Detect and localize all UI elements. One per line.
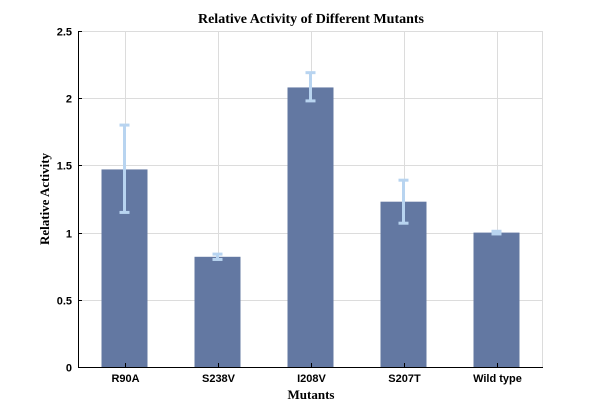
bar-i208v — [287, 87, 334, 367]
x-tick-label: S238V — [202, 373, 236, 385]
error-bar — [212, 252, 223, 261]
y-tick-label: 2.5 — [57, 27, 72, 39]
x-axis-label: Mutants — [288, 387, 335, 402]
error-bars — [119, 71, 502, 261]
error-bar — [305, 71, 316, 103]
axes — [78, 31, 543, 368]
bar-s238v — [194, 256, 241, 367]
chart-title: Relative Activity of Different Mutants — [198, 12, 425, 27]
bar-s207t — [380, 201, 427, 367]
y-tick-label: 2 — [66, 94, 72, 106]
y-axis-label: Relative Activity — [37, 152, 52, 245]
error-bar — [398, 178, 409, 225]
y-tick-label: 1 — [66, 229, 72, 241]
y-tick-label: 0 — [66, 363, 72, 375]
error-bar — [119, 123, 130, 214]
bar-wild-type — [473, 232, 520, 367]
y-tick-label: 0.5 — [57, 296, 72, 308]
x-tick-label: Wild type — [473, 373, 522, 385]
x-tick-labels: R90A S238V I208V S207T Wild type — [111, 373, 521, 385]
x-tick-label: I208V — [297, 373, 326, 385]
bars — [101, 87, 520, 367]
error-bar — [491, 229, 502, 236]
x-tick-label: S207T — [388, 373, 421, 385]
y-tick-label: 1.5 — [57, 161, 72, 173]
y-tick-labels: 0 0.5 1 1.5 2 2.5 — [57, 27, 72, 375]
x-tick-label: R90A — [111, 373, 139, 385]
